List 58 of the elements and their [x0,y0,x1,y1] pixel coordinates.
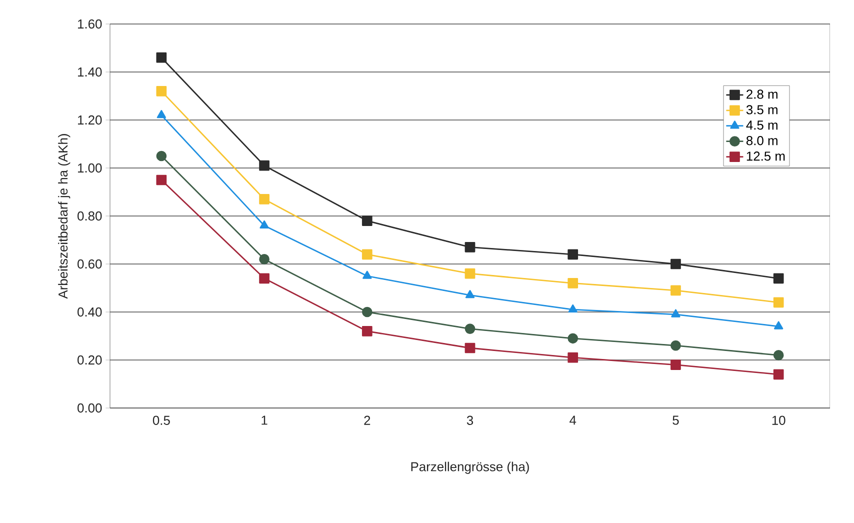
point [773,297,784,308]
legend-label: 4.5 m [746,120,778,130]
x-tick-label: 5 [672,416,679,425]
point [568,304,578,313]
point [362,326,372,336]
point [259,194,270,204]
x-tick-label: 4 [570,416,576,425]
point [464,342,476,354]
point [568,352,578,363]
point [464,268,476,279]
point [156,52,167,63]
point [670,340,681,351]
point [670,258,681,270]
legend-label: 12.5 m [746,152,785,161]
point [362,270,372,279]
point [568,333,578,344]
legend-label: 3.5 m [746,105,778,114]
point [259,254,270,264]
x-axis-title: Parzellengrösse (ha) [411,462,529,474]
point [259,273,270,284]
point [568,278,578,288]
point [773,369,784,380]
point [773,350,784,360]
x-tick-label: 0.5 [152,416,170,425]
y-tick-label: 1.40 [78,67,102,77]
x-tick-label: 1 [262,416,268,425]
y-tick-label: 0.60 [78,259,102,269]
y-tick-label: 0.80 [78,211,102,221]
y-tick-label: 0.40 [78,307,102,317]
point [464,242,476,252]
point [671,309,680,318]
point [773,273,784,284]
point [156,110,166,118]
point [156,174,167,186]
point [362,249,372,260]
point [774,321,784,330]
legend-label: 8.0 m [746,136,778,146]
point [464,324,476,334]
point [568,249,578,260]
x-tick-label: 2 [364,416,370,425]
point [259,160,270,171]
point [465,290,475,298]
point [260,220,269,229]
point [670,360,681,370]
x-tick-label: 10 [772,416,786,425]
y-tick-label: 1.00 [78,163,102,173]
point [156,86,167,96]
y-tick-label: 1.60 [78,19,102,29]
y-tick-label: 1.20 [78,115,102,125]
y-tick-label: 0.00 [78,403,102,413]
y-axis-title: Arbeitszeitbedarf je ha (AKh) [58,134,70,299]
y-tick-label: 0.20 [78,355,102,365]
point [156,150,167,162]
x-tick-label: 3 [466,416,474,425]
legend-label: 2.8 m [746,90,778,99]
point [670,285,681,296]
point [362,216,372,226]
point [362,306,372,318]
